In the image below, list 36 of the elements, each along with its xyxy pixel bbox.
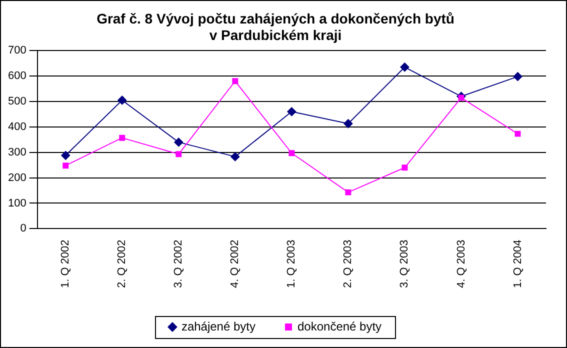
point [118, 96, 127, 105]
point [174, 138, 184, 147]
x-tick-label: 1. Q 2003 [286, 240, 298, 288]
point [176, 151, 182, 158]
x-tick-label: 3. Q 2003 [398, 240, 411, 288]
point [513, 72, 522, 82]
point [344, 119, 353, 128]
point [230, 152, 240, 162]
y-tick-label: 700 [8, 44, 26, 57]
x-tick-label: 2. Q 2002 [116, 240, 128, 288]
x-tick-label: 4. Q 2002 [229, 240, 242, 288]
point [402, 164, 408, 171]
x-tick-label: 4. Q 2003 [455, 240, 468, 288]
legend-label: dokončené byty [297, 319, 382, 334]
y-tick-label: 600 [8, 70, 26, 82]
x-tick-label: 3. Q 2002 [172, 240, 185, 288]
y-tick-label: 400 [8, 120, 26, 133]
chart-title: Graf č. 8 Vývoj počtu zahájených a dokončených bytů v Pardubickém kraji [96, 10, 454, 44]
point [61, 150, 70, 160]
point [62, 162, 69, 169]
point [288, 150, 295, 156]
y-tick-label: 500 [8, 96, 26, 108]
legend-label: zahájené byty [181, 319, 256, 334]
y-tick-label: 300 [8, 146, 26, 158]
y-tick-label: 200 [8, 172, 26, 184]
point [514, 130, 521, 137]
x-tick-label: 2. Q 2003 [342, 240, 354, 288]
point [345, 189, 352, 196]
point [119, 134, 126, 141]
point [232, 78, 238, 84]
y-tick-label: 100 [8, 197, 26, 210]
point [400, 62, 410, 72]
y-tick-label: 0 [20, 222, 26, 235]
x-tick-label: 1. Q 2004 [512, 240, 524, 288]
point [287, 107, 296, 116]
x-tick-label: 1. Q 2002 [60, 240, 72, 288]
